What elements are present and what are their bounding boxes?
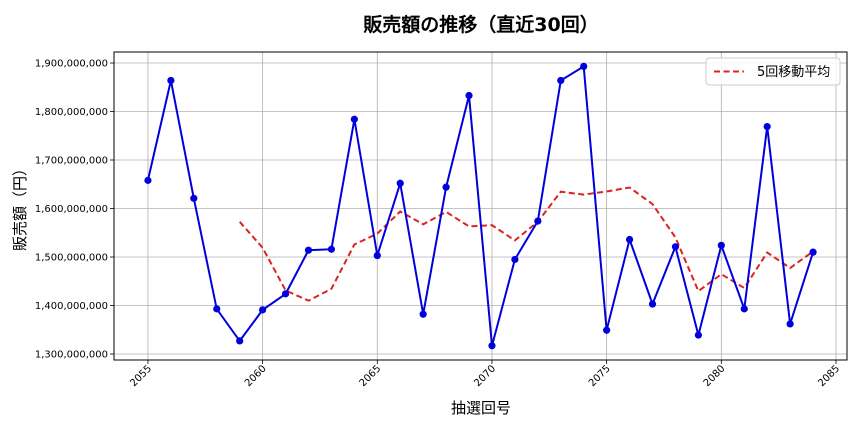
data-point-marker [259,306,267,314]
y-tick-label: 1,500,000,000 [35,252,108,263]
data-point-marker [304,246,313,254]
sales-line [144,62,817,350]
data-point-marker [442,183,450,191]
x-axis-ticks: 2055 2060 2065 2070 2075 2080 2085 [128,360,842,389]
data-point-marker [144,176,152,184]
data-point-marker [648,300,657,308]
data-point-marker [373,251,381,260]
x-tick-label: 2065 [358,363,384,389]
data-point-marker [717,241,725,249]
data-point-marker [419,310,427,318]
y-axis-ticks: 1,300,000,000 1,400,000,000 1,500,000,000 1… [35,59,114,360]
legend-label: 5回移動平均 [757,65,830,80]
data-point-marker [488,342,496,350]
data-point-marker [190,194,198,202]
data-point-marker [625,235,634,244]
data-point-marker [763,122,771,131]
y-tick-label: 1,600,000,000 [35,204,108,215]
plot-frame [113,51,848,361]
grid-lines [114,52,847,360]
data-point-marker [327,245,336,253]
legend: 5回移動平均 [705,57,841,86]
data-point-marker [511,255,519,264]
y-tick-label: 1,700,000,000 [35,156,108,167]
chart-title: 販売額の推移（直近30回） [363,13,598,36]
x-tick-label: 2080 [702,363,728,389]
data-point-marker [740,305,748,313]
x-axis-label: 抽選回号 [451,399,511,417]
legend-box [705,57,841,86]
x-tick-label: 2075 [587,363,613,389]
data-point-marker [786,320,794,328]
data-point-marker [213,305,221,313]
data-point-marker [465,91,473,100]
y-tick-label: 1,900,000,000 [35,59,108,70]
data-point-marker [557,76,565,85]
data-point-marker [534,217,542,225]
y-axis-label: 販売額（円） [11,161,29,251]
data-point-marker [281,290,290,298]
data-point-marker [694,331,702,339]
data-point-marker [809,248,817,256]
x-tick-label: 2060 [243,363,269,389]
data-point-marker [396,179,404,187]
data-point-marker [580,62,588,71]
data-point-marker [671,243,680,251]
moving-average-line [238,186,814,302]
y-tick-label: 1,800,000,000 [35,107,108,118]
y-tick-label: 1,300,000,000 [35,349,108,360]
sales-polyline [146,64,815,346]
x-tick-label: 2070 [472,363,498,389]
data-point-marker [236,337,244,345]
data-point-marker [167,76,175,85]
data-point-marker [350,115,358,123]
moving-average-polyline [238,186,814,302]
y-tick-label: 1,400,000,000 [35,301,108,312]
x-tick-label: 2055 [128,363,154,389]
x-tick-label: 2085 [816,363,842,389]
data-point-marker [603,326,611,334]
